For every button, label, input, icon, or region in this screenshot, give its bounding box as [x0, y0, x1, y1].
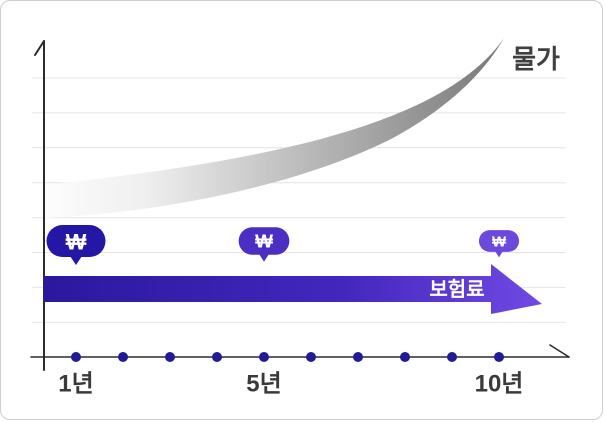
x-tick-labels: 1년 5년 10년 — [58, 371, 523, 398]
premium-arrowhead-icon — [491, 264, 542, 314]
won-bubbles: ₩ ₩ ₩ — [46, 225, 520, 265]
x-tick-label: 10년 — [475, 371, 524, 398]
y-axis-arrowhead-icon — [34, 40, 45, 56]
x-tick-label: 1년 — [58, 371, 93, 398]
timeline-dot — [353, 352, 363, 362]
won-bubble-body — [46, 225, 106, 257]
won-symbol-icon: ₩ — [66, 230, 87, 255]
premium-arrow: 보험료 — [44, 264, 542, 314]
won-bubble: ₩ — [46, 225, 106, 265]
won-symbol-icon: ₩ — [255, 232, 273, 253]
timeline-dot — [306, 352, 316, 362]
won-bubble-body — [478, 230, 520, 252]
timeline-dots — [71, 352, 504, 362]
premium-label: 보험료 — [429, 278, 484, 301]
timeline-dot — [400, 352, 410, 362]
x-axis-arrowhead-icon — [549, 344, 570, 358]
price-curve — [44, 38, 504, 218]
won-bubble-body — [238, 227, 290, 255]
price-curve-label: 물가 — [512, 44, 560, 74]
timeline-dot — [494, 352, 504, 362]
won-symbol-icon: ₩ — [492, 234, 507, 251]
timeline-dot — [71, 352, 81, 362]
timeline-dot — [212, 352, 222, 362]
won-bubble: ₩ — [238, 227, 290, 262]
won-bubble-tail-icon — [494, 250, 504, 258]
timeline-dot — [118, 352, 128, 362]
x-tick-label: 5년 — [246, 371, 281, 398]
premium-arrow-body — [44, 276, 492, 302]
timeline-dot — [259, 352, 269, 362]
timeline-dot — [447, 352, 457, 362]
won-bubble-tail-icon — [70, 256, 82, 265]
won-bubble: ₩ — [478, 230, 520, 258]
won-bubble-tail-icon — [258, 253, 270, 262]
timeline-dot — [165, 352, 175, 362]
